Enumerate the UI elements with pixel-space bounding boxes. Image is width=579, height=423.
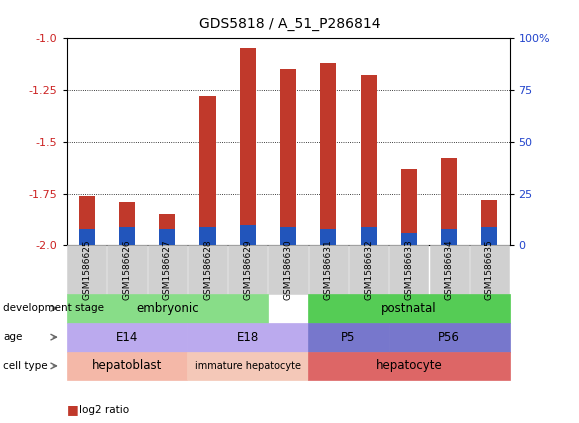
Bar bbox=[159, 229, 175, 245]
Text: P56: P56 bbox=[438, 331, 460, 343]
Bar bbox=[79, 229, 95, 245]
Bar bbox=[481, 200, 497, 245]
Bar bbox=[481, 227, 497, 245]
Text: GSM1586631: GSM1586631 bbox=[324, 239, 333, 300]
Text: hepatoblast: hepatoblast bbox=[92, 360, 162, 372]
Text: GSM1586635: GSM1586635 bbox=[485, 239, 494, 300]
Text: GSM1586632: GSM1586632 bbox=[364, 239, 373, 300]
Text: GSM1586629: GSM1586629 bbox=[243, 239, 252, 300]
Text: immature hepatocyte: immature hepatocyte bbox=[195, 361, 301, 371]
Text: GDS5818 / A_51_P286814: GDS5818 / A_51_P286814 bbox=[199, 17, 380, 31]
Bar bbox=[401, 169, 417, 245]
Text: GSM1586628: GSM1586628 bbox=[203, 239, 212, 300]
Text: GSM1586634: GSM1586634 bbox=[445, 239, 453, 300]
Text: cell type: cell type bbox=[3, 361, 47, 371]
Bar bbox=[361, 227, 376, 245]
Bar bbox=[401, 233, 417, 245]
Text: postnatal: postnatal bbox=[381, 302, 437, 315]
Bar bbox=[199, 227, 215, 245]
Bar bbox=[320, 63, 336, 245]
Text: GSM1586630: GSM1586630 bbox=[284, 239, 292, 300]
Text: GSM1586633: GSM1586633 bbox=[404, 239, 413, 300]
Text: age: age bbox=[3, 332, 22, 342]
Text: development stage: development stage bbox=[3, 303, 104, 313]
Text: E14: E14 bbox=[116, 331, 138, 343]
Bar bbox=[361, 75, 376, 245]
Bar bbox=[280, 69, 296, 245]
Bar bbox=[159, 214, 175, 245]
Text: P5: P5 bbox=[341, 331, 356, 343]
Text: GSM1586625: GSM1586625 bbox=[82, 239, 91, 300]
Bar bbox=[280, 227, 296, 245]
Bar bbox=[119, 202, 135, 245]
Text: E18: E18 bbox=[237, 331, 259, 343]
Text: log2 ratio: log2 ratio bbox=[79, 405, 130, 415]
Bar bbox=[79, 195, 95, 245]
Bar bbox=[119, 227, 135, 245]
Bar bbox=[199, 96, 215, 245]
Bar bbox=[441, 229, 457, 245]
Text: GSM1586627: GSM1586627 bbox=[163, 239, 172, 300]
Bar bbox=[240, 49, 256, 245]
Text: ■: ■ bbox=[67, 404, 78, 416]
Text: hepatocyte: hepatocyte bbox=[375, 360, 442, 372]
Text: GSM1586626: GSM1586626 bbox=[123, 239, 131, 300]
Bar bbox=[441, 158, 457, 245]
Bar bbox=[240, 225, 256, 245]
Bar bbox=[320, 229, 336, 245]
Text: embryonic: embryonic bbox=[136, 302, 199, 315]
